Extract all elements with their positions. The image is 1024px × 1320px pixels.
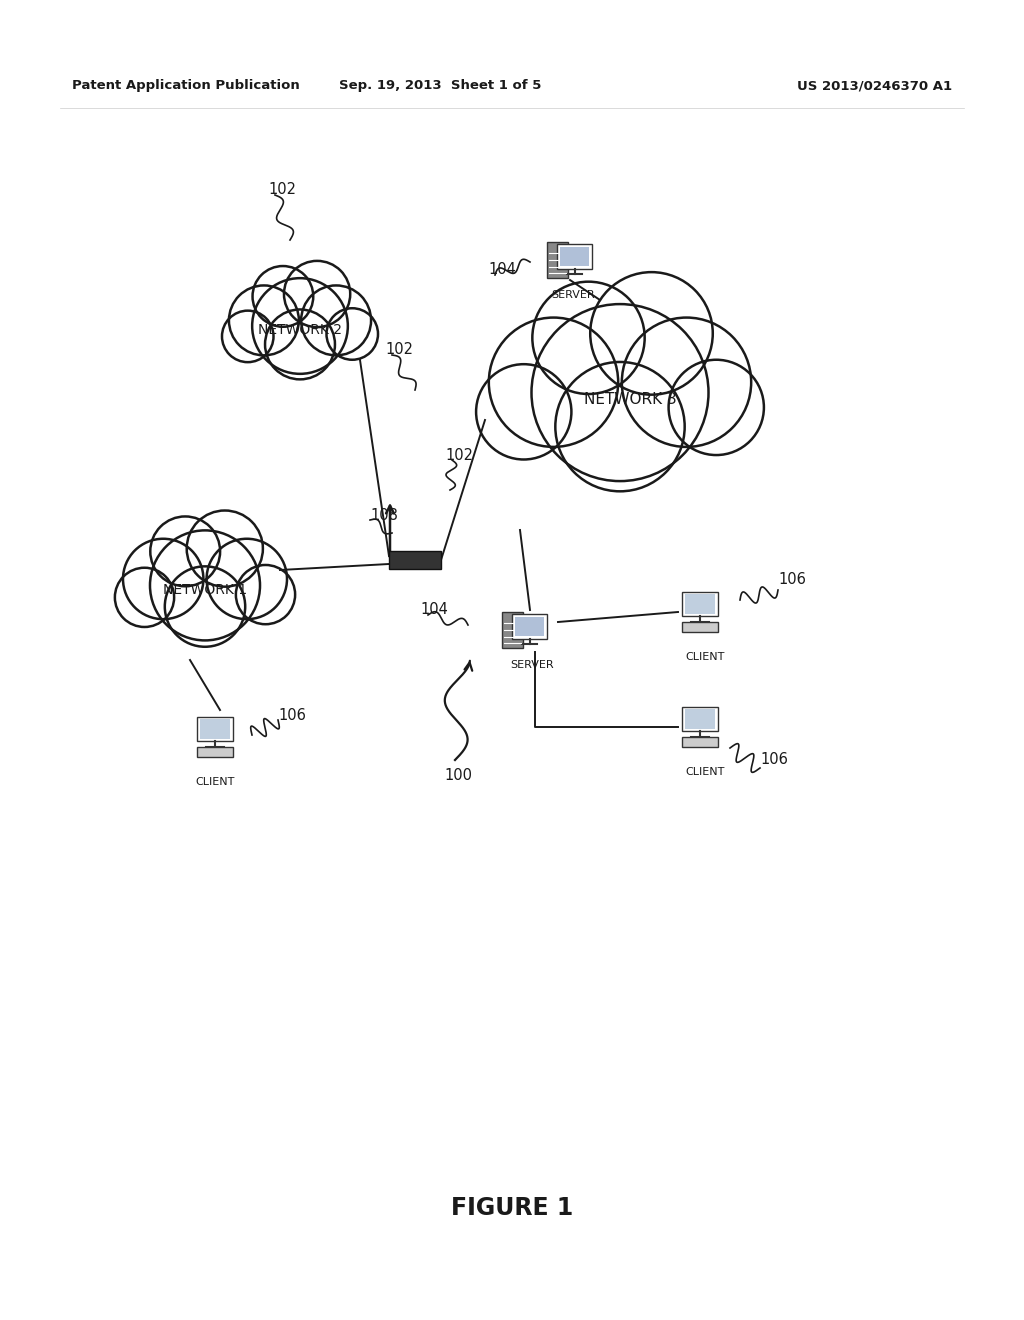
Bar: [682, 706, 718, 731]
Circle shape: [229, 285, 299, 355]
Bar: [547, 242, 568, 279]
Circle shape: [252, 279, 348, 374]
Text: SERVER: SERVER: [551, 290, 595, 300]
Bar: [682, 622, 719, 632]
Circle shape: [207, 539, 287, 619]
Bar: [198, 717, 232, 742]
Circle shape: [165, 566, 245, 647]
Text: 102: 102: [445, 447, 473, 462]
Text: 104: 104: [420, 602, 447, 618]
Bar: [515, 616, 544, 636]
Circle shape: [222, 310, 273, 362]
Circle shape: [669, 360, 764, 455]
Circle shape: [555, 362, 685, 491]
Bar: [560, 247, 589, 265]
Circle shape: [186, 511, 263, 586]
Text: NETWORK 1: NETWORK 1: [163, 583, 247, 597]
Text: Patent Application Publication: Patent Application Publication: [72, 79, 299, 92]
Circle shape: [253, 267, 313, 327]
Circle shape: [301, 285, 371, 355]
Circle shape: [151, 516, 220, 586]
Bar: [502, 612, 523, 648]
Circle shape: [265, 309, 335, 379]
Circle shape: [150, 531, 260, 640]
Bar: [685, 709, 715, 729]
Circle shape: [622, 318, 752, 447]
Text: NETWORK 2: NETWORK 2: [258, 323, 342, 337]
Bar: [685, 594, 715, 614]
Bar: [389, 550, 441, 569]
Circle shape: [236, 565, 295, 624]
Circle shape: [590, 272, 713, 395]
Text: 104: 104: [488, 263, 516, 277]
Circle shape: [476, 364, 571, 459]
Text: 106: 106: [760, 752, 787, 767]
Text: 108: 108: [370, 507, 398, 523]
Bar: [557, 244, 592, 268]
Bar: [682, 591, 718, 616]
Text: 102: 102: [268, 182, 296, 198]
Circle shape: [531, 304, 709, 480]
Text: FIGURE 1: FIGURE 1: [451, 1196, 573, 1220]
Text: CLIENT: CLIENT: [196, 777, 234, 787]
Bar: [512, 614, 547, 639]
Text: Sep. 19, 2013  Sheet 1 of 5: Sep. 19, 2013 Sheet 1 of 5: [339, 79, 542, 92]
Circle shape: [488, 318, 618, 447]
Bar: [197, 747, 233, 758]
Circle shape: [532, 281, 645, 393]
Text: 102: 102: [385, 342, 413, 358]
Text: NETWORK 3: NETWORK 3: [584, 392, 677, 408]
Bar: [682, 737, 719, 747]
Circle shape: [115, 568, 174, 627]
Text: CLIENT: CLIENT: [685, 767, 725, 777]
Text: US 2013/0246370 A1: US 2013/0246370 A1: [798, 79, 952, 92]
Text: 100: 100: [444, 767, 472, 783]
Circle shape: [123, 539, 204, 619]
Text: SERVER: SERVER: [510, 660, 554, 671]
Text: 106: 106: [778, 573, 806, 587]
Circle shape: [327, 309, 378, 360]
Bar: [200, 719, 230, 739]
Text: CLIENT: CLIENT: [685, 652, 725, 663]
Circle shape: [284, 261, 350, 327]
Text: 106: 106: [278, 708, 306, 722]
